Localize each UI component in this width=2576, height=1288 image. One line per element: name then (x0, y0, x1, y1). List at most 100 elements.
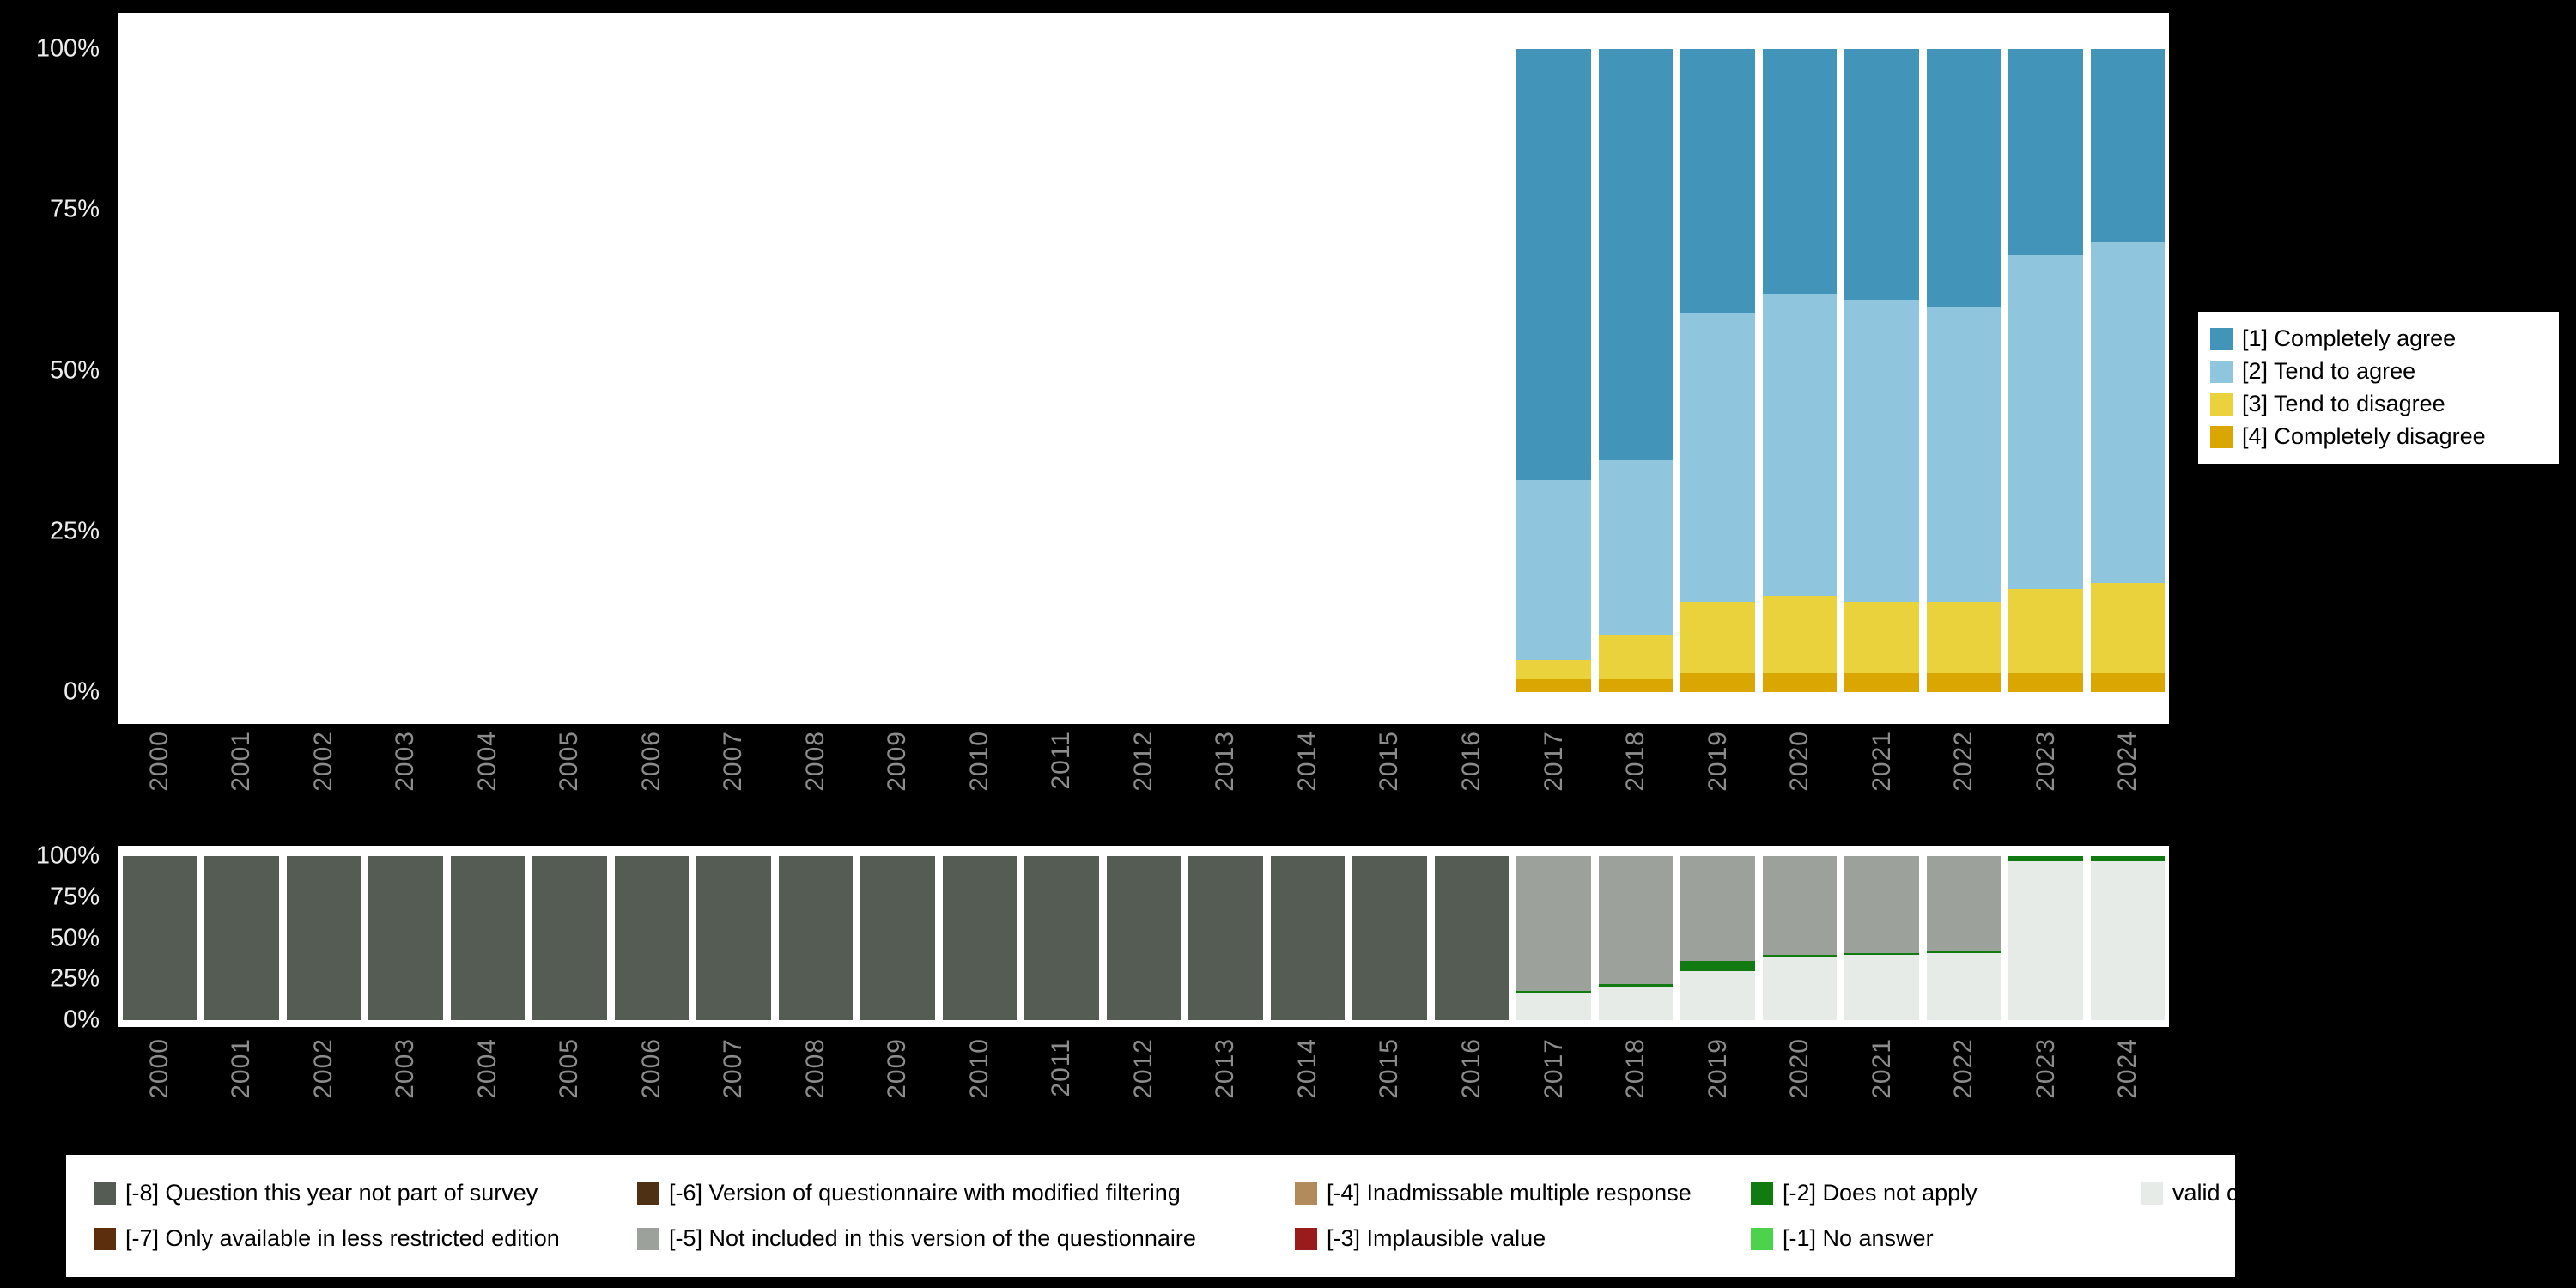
bar-segment (2008, 255, 2083, 589)
x-slot: 2015 (1349, 1038, 1431, 1141)
bar-slot-2014 (1267, 856, 1349, 1020)
legend-swatch-icon (94, 1228, 116, 1250)
x-tick-label-2001: 2001 (228, 1038, 254, 1099)
x-tick-label-2010: 2010 (967, 1038, 993, 1099)
x-tick-label-2005: 2005 (556, 731, 582, 792)
legend-item: [-7] Only available in less restricted e… (94, 1225, 637, 1252)
bar-segment (2091, 49, 2166, 242)
legend-label: [-1] No answer (1783, 1225, 1934, 1252)
bar-slot-2023 (2005, 49, 2087, 692)
x-slot: 2010 (939, 731, 1021, 834)
bar-slot-2002 (283, 856, 365, 1020)
x-slot: 2014 (1267, 1038, 1349, 1141)
y-tick-label: 25% (50, 965, 100, 993)
bar-slot-2009 (857, 856, 939, 1020)
stacked-bar-2022 (1927, 856, 2002, 1020)
stacked-bar-2018 (1599, 856, 1674, 1020)
stacked-bar-2006 (615, 49, 690, 692)
x-slot: 2022 (1923, 731, 2005, 834)
stacked-bar-2013 (1188, 49, 1263, 692)
x-slot: 2014 (1267, 731, 1349, 834)
bar-slot-2002 (283, 49, 365, 692)
x-slot: 2021 (1841, 1038, 1923, 1141)
bar-segment (2008, 49, 2083, 255)
x-tick-label-2004: 2004 (475, 731, 501, 792)
legend-item: [-6] Version of questionnaire with modif… (637, 1180, 1295, 1206)
legend-item: [-2] Does not apply (1751, 1180, 2141, 1206)
legend-swatch-icon (2141, 1182, 2163, 1205)
bar-slot-2008 (775, 856, 857, 1020)
x-slot: 2018 (1595, 1038, 1677, 1141)
bar-segment (2008, 673, 2083, 692)
bar-slot-2015 (1349, 49, 1431, 692)
bar-segment (1024, 856, 1099, 1020)
bar-slot-2013 (1185, 49, 1267, 692)
bar-segment (2091, 861, 2166, 1020)
bar-slot-2000 (118, 856, 201, 1020)
stacked-bar-2001 (204, 49, 279, 692)
bar-segment (1516, 480, 1591, 660)
bar-slot-2020 (1759, 856, 1841, 1020)
x-tick-label-2004: 2004 (475, 1038, 501, 1099)
bar-segment (1763, 957, 1838, 1020)
bar-segment (1927, 856, 2002, 951)
stacked-bar-2002 (287, 49, 361, 692)
response-x-axis: 2000200120022003200420052006200720082009… (118, 731, 2169, 834)
stacked-bar-2010 (943, 49, 1018, 692)
bar-slot-2011 (1021, 856, 1103, 1020)
x-slot: 2007 (693, 731, 775, 834)
bar-segment (123, 856, 197, 1020)
x-tick-label-2008: 2008 (803, 1038, 829, 1099)
bar-segment (1516, 856, 1591, 991)
legend-swatch-icon (2210, 426, 2233, 448)
x-slot: 2004 (447, 1038, 529, 1141)
bar-segment (1927, 49, 2002, 307)
x-tick-label-2022: 2022 (1951, 731, 1977, 792)
x-tick-label-2021: 2021 (1869, 1038, 1895, 1099)
bar-segment (1927, 307, 2002, 603)
x-tick-label-2023: 2023 (2033, 731, 2059, 792)
missing-values-panel (118, 846, 2169, 1027)
legend-label: [-2] Does not apply (1783, 1180, 1978, 1206)
bar-slot-2004 (447, 49, 529, 692)
stacked-bar-2024 (2091, 49, 2166, 692)
bar-segment (1188, 856, 1263, 1020)
x-tick-label-2003: 2003 (392, 1038, 418, 1099)
x-tick-label-2002: 2002 (311, 1038, 337, 1099)
x-tick-label-2020: 2020 (1787, 731, 1813, 792)
legend-swatch-icon (1295, 1182, 1317, 1205)
bar-slot-2000 (118, 49, 201, 692)
missing-values-plot (118, 856, 2169, 1020)
bar-segment (1844, 602, 1919, 672)
bar-segment (2008, 589, 2083, 672)
legend-label: [-8] Question this year not part of surv… (125, 1180, 538, 1206)
bar-segment (1844, 300, 1919, 602)
bar-slot-2003 (365, 49, 447, 692)
bar-segment (1680, 961, 1755, 970)
x-tick-label-2000: 2000 (147, 1038, 173, 1099)
chart-stage: 0%25%50%75%100% 200020012002200320042005… (0, 0, 2576, 1288)
x-tick-label-2006: 2006 (639, 731, 665, 792)
x-tick-label-2018: 2018 (1623, 1038, 1649, 1099)
legend-swatch-icon (1295, 1228, 1317, 1250)
legend-label: valid cases (2172, 1180, 2287, 1206)
bar-segment (2091, 242, 2166, 583)
bar-segment (1763, 294, 1838, 596)
x-slot: 2011 (1021, 731, 1103, 834)
x-slot: 2017 (1513, 731, 1595, 834)
bar-slot-2010 (939, 49, 1021, 692)
bar-slot-2013 (1185, 856, 1267, 1020)
bar-slot-2003 (365, 856, 447, 1020)
bar-slot-2017 (1513, 856, 1595, 1020)
x-tick-label-2013: 2013 (1212, 731, 1238, 792)
x-tick-label-2022: 2022 (1951, 1038, 1977, 1099)
bar-slot-2012 (1103, 49, 1185, 692)
bar-segment (1271, 856, 1346, 1020)
x-tick-label-2010: 2010 (967, 731, 993, 792)
bar-segment (532, 856, 607, 1020)
x-tick-label-2012: 2012 (1131, 1038, 1157, 1099)
legend-swatch-icon (2210, 328, 2233, 350)
stacked-bar-2000 (123, 856, 197, 1020)
y-tick-label: 50% (50, 356, 100, 385)
x-slot: 2022 (1923, 1038, 2005, 1141)
